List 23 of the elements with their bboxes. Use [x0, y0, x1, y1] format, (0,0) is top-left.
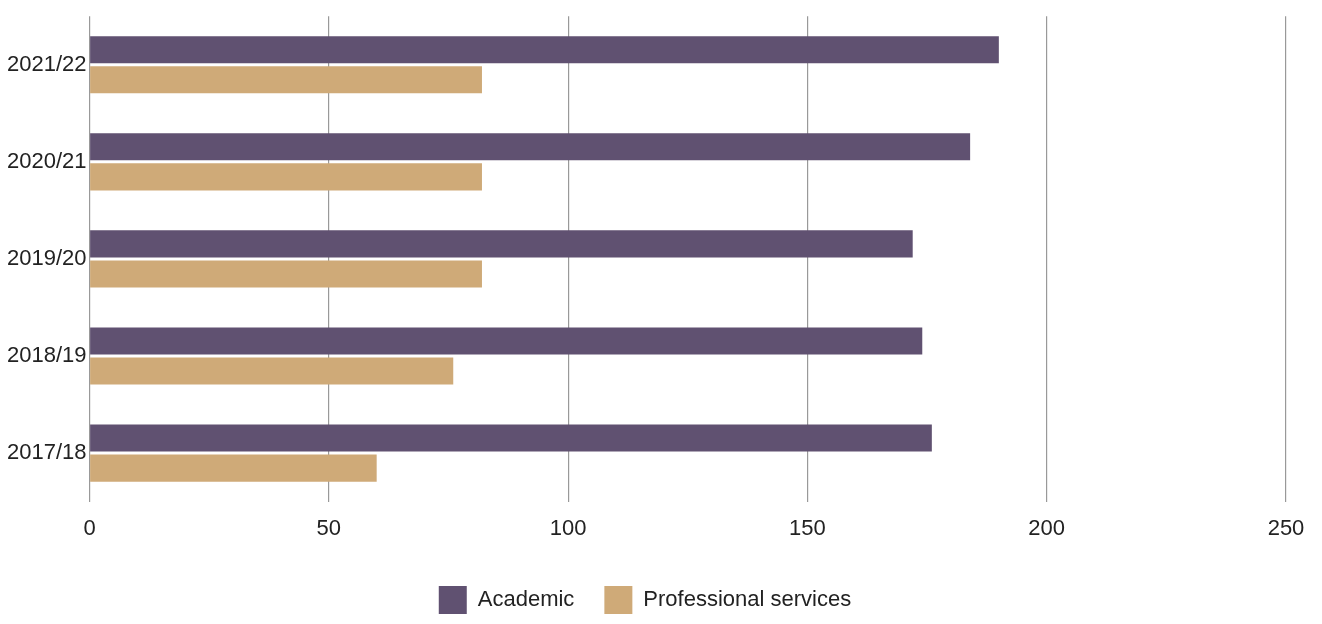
legend-label: Academic — [477, 586, 575, 612]
x-tick-label: 250 — [1267, 514, 1305, 540]
bar — [90, 36, 999, 64]
legend-label: Professional services — [643, 586, 852, 612]
y-tick-label: 2018/19 — [6, 342, 87, 368]
bar — [90, 163, 482, 191]
x-tick-label: 150 — [789, 514, 826, 540]
bar — [90, 66, 482, 94]
bar — [90, 133, 971, 161]
x-tick-label: 0 — [83, 514, 96, 540]
bar — [90, 230, 913, 258]
y-tick-label: 2017/18 — [6, 439, 87, 465]
x-tick-label: 50 — [316, 514, 342, 540]
x-tick-label: 200 — [1028, 514, 1066, 540]
bar — [90, 327, 923, 355]
y-tick-label: 2019/20 — [6, 244, 87, 270]
bar — [90, 454, 377, 482]
y-tick-label: 2021/22 — [6, 50, 87, 76]
bar — [90, 424, 932, 452]
y-tick-label: 2020/21 — [6, 147, 87, 173]
bar — [90, 357, 454, 385]
x-tick-label: 100 — [549, 514, 587, 540]
bar — [90, 260, 482, 288]
